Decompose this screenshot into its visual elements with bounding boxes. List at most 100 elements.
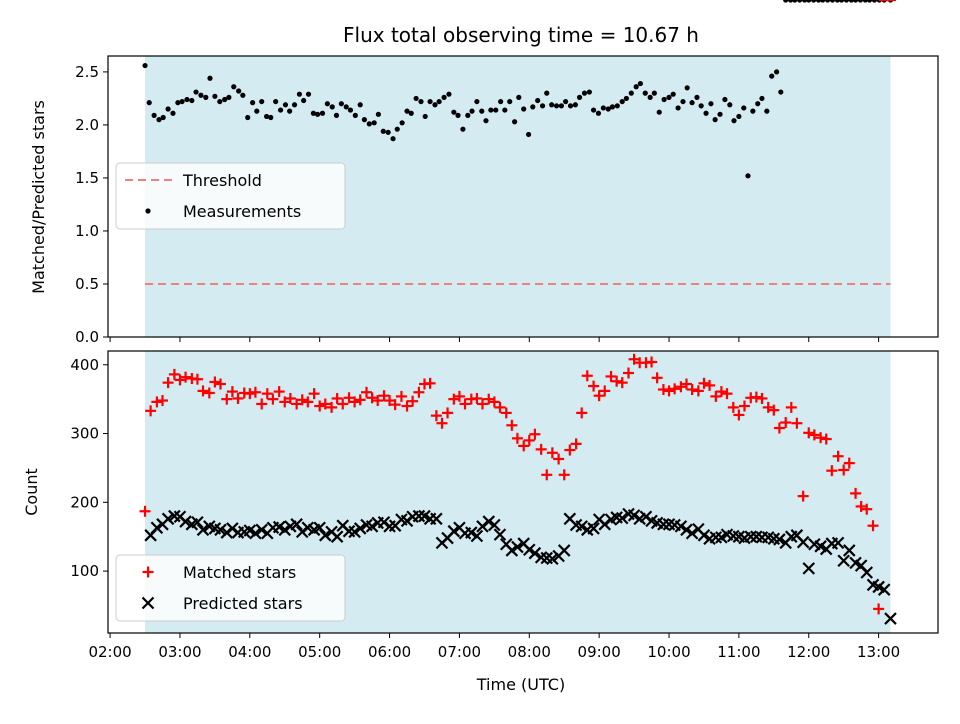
predicted-star-point bbox=[161, 512, 175, 526]
measurement-point bbox=[250, 100, 256, 106]
measurement-point bbox=[712, 117, 718, 123]
measurement-point bbox=[146, 100, 152, 106]
measurement-point bbox=[436, 98, 442, 105]
top-legend: Threshold Measurements bbox=[115, 162, 346, 230]
matched-star-point bbox=[523, 434, 535, 446]
predicted-star-point bbox=[191, 515, 204, 529]
legend-predicted-marker bbox=[141, 596, 155, 610]
measurement-point bbox=[236, 88, 242, 94]
measurement-point bbox=[722, 96, 728, 103]
predicted-star-point bbox=[330, 530, 344, 543]
matched-star-point bbox=[715, 386, 727, 398]
predicted-star-point bbox=[255, 523, 268, 537]
measurement-point bbox=[422, 113, 428, 120]
measurement-point bbox=[263, 113, 270, 120]
legend-measurements-label: Measurements bbox=[183, 202, 301, 221]
measurement-point bbox=[413, 95, 419, 102]
measurement-point bbox=[755, 101, 761, 107]
predicted-star-point bbox=[353, 522, 367, 535]
measurement-point bbox=[525, 131, 532, 138]
measurement-point bbox=[675, 105, 681, 111]
predicted-star-point bbox=[196, 523, 210, 537]
measurement-point bbox=[586, 89, 592, 95]
matched-star-point bbox=[611, 375, 623, 387]
matched-star-point bbox=[843, 457, 855, 469]
predicted-star-point bbox=[505, 544, 519, 557]
measurement-point bbox=[609, 104, 616, 110]
measurement-point bbox=[483, 118, 489, 124]
measurement-point bbox=[451, 109, 457, 115]
matched-star-point bbox=[476, 398, 488, 410]
top-y-tick-label: 0.0 bbox=[75, 328, 99, 346]
measurement-point bbox=[385, 129, 391, 135]
matched-star-point bbox=[395, 390, 407, 402]
measurement-point bbox=[698, 103, 704, 109]
top-y-tick-label: 2.5 bbox=[75, 63, 99, 81]
measurement-point bbox=[717, 111, 723, 117]
measurement-point bbox=[212, 93, 218, 99]
bottom-y-tick-label: 400 bbox=[70, 356, 99, 374]
bottom-panel: 100 200 300 400 02:00 03:00 04:00 05:00 06:00 07… bbox=[22, 0, 939, 694]
matched-star-point bbox=[279, 396, 291, 408]
matched-star-point bbox=[588, 380, 600, 392]
matched-star-point bbox=[197, 385, 209, 397]
predicted-star-point bbox=[587, 522, 600, 535]
matched-star-point bbox=[675, 381, 687, 393]
matched-star-point bbox=[378, 390, 390, 402]
matched-star-point bbox=[657, 384, 669, 396]
measurement-point bbox=[231, 84, 237, 90]
measurement-point bbox=[539, 103, 546, 109]
measurement-point bbox=[151, 112, 157, 118]
matched-star-point bbox=[366, 392, 378, 404]
legend-predicted-label: Predicted stars bbox=[183, 594, 303, 613]
predicted-star-point bbox=[447, 524, 461, 538]
predicted-star-point bbox=[319, 529, 332, 542]
predicted-star-point bbox=[627, 509, 641, 522]
predicted-star-point bbox=[802, 562, 816, 575]
matched-star-point bbox=[541, 469, 553, 481]
measurement-point bbox=[651, 90, 657, 96]
x-tick-label: 04:00 bbox=[228, 643, 271, 661]
matched-star-point bbox=[267, 393, 279, 405]
measurement-point bbox=[590, 107, 597, 113]
predicted-star-point bbox=[365, 520, 379, 533]
predicted-star-point bbox=[884, 612, 897, 625]
measurement-point bbox=[460, 126, 466, 132]
measurement-point bbox=[647, 94, 653, 100]
measurement-point bbox=[361, 117, 368, 123]
matched-star-point bbox=[773, 422, 785, 434]
measurement-point bbox=[165, 106, 171, 112]
matched-star-point bbox=[151, 396, 163, 408]
matched-star-point bbox=[337, 398, 349, 410]
legend-matched-marker bbox=[142, 566, 154, 578]
measurement-point bbox=[371, 120, 377, 126]
x-tick-label: 03:00 bbox=[158, 643, 201, 661]
measurement-point bbox=[558, 103, 565, 109]
matched-star-point bbox=[698, 377, 710, 389]
matched-star-point bbox=[401, 400, 413, 412]
matched-star-point bbox=[168, 368, 180, 380]
measurement-point bbox=[375, 111, 381, 117]
measurement-point bbox=[333, 112, 340, 118]
measurement-point bbox=[811, 0, 817, 3]
matched-star-point bbox=[442, 407, 454, 419]
measurement-point bbox=[287, 108, 293, 114]
matched-star-point bbox=[669, 383, 681, 395]
bottom-legend-box bbox=[115, 554, 346, 622]
matched-star-point bbox=[558, 469, 570, 481]
predicted-star-point bbox=[877, 583, 891, 596]
measurement-point bbox=[797, 0, 803, 3]
measurement-point bbox=[314, 111, 321, 117]
measurement-point bbox=[623, 95, 630, 102]
matched-star-point bbox=[733, 409, 745, 421]
matched-star-point bbox=[622, 367, 634, 379]
measurement-point bbox=[479, 108, 485, 114]
measurement-point bbox=[222, 96, 228, 103]
matched-star-point bbox=[593, 390, 605, 402]
measurement-point bbox=[530, 104, 536, 110]
bottom-plot-frame bbox=[107, 350, 939, 634]
matched-star-point bbox=[291, 398, 303, 410]
measurement-point bbox=[769, 73, 775, 79]
measurement-point bbox=[170, 110, 176, 116]
measurement-point bbox=[305, 91, 312, 97]
